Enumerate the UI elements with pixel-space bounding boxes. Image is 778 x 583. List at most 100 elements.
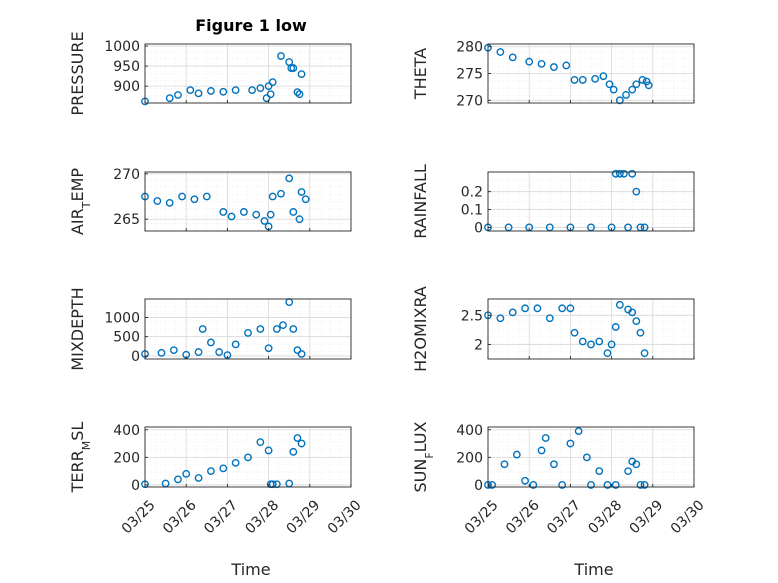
data-point	[537, 59, 546, 68]
data-point	[638, 76, 647, 84]
data-point	[508, 308, 517, 317]
data-point	[591, 74, 600, 83]
data-point	[169, 346, 178, 355]
data-point	[260, 217, 269, 225]
data-point	[202, 192, 211, 201]
y-axis-label: TERRMSL	[68, 422, 93, 494]
data-point	[165, 94, 174, 103]
x-tick-label: 03/29	[284, 497, 324, 537]
data-point	[632, 187, 641, 196]
x-axis-label-left: Time	[230, 560, 270, 579]
data-point	[587, 481, 595, 489]
y-axis-label: SUNFLUX	[411, 421, 436, 492]
data-point	[644, 81, 653, 90]
data-point	[574, 427, 583, 436]
y-tick-label: 0	[474, 220, 483, 236]
data-point	[609, 85, 618, 94]
data-point	[295, 90, 304, 99]
data-point	[595, 467, 604, 476]
y-tick-label: 0	[474, 478, 483, 494]
data-point	[566, 304, 575, 313]
data-point	[496, 314, 505, 323]
data-point	[293, 434, 302, 442]
data-point	[636, 328, 645, 337]
data-point	[297, 70, 306, 79]
data-point	[297, 439, 306, 448]
data-point	[256, 438, 265, 447]
subplot-air-temp: 265 270 AIRTEMP	[68, 167, 352, 235]
data-point	[219, 208, 228, 216]
y-axis-label: AIRTEMP	[68, 168, 93, 235]
data-point	[215, 348, 224, 356]
data-point	[537, 446, 546, 455]
subplot-h2omixra: 2 2.5 H2OMIXRA	[411, 286, 695, 372]
data-point	[570, 328, 579, 337]
data-point	[605, 80, 614, 89]
data-point	[231, 86, 240, 95]
data-point	[198, 325, 207, 333]
data-point	[285, 174, 294, 183]
data-point	[186, 86, 195, 95]
data-point	[533, 304, 542, 313]
y-tick-label: 1000	[104, 39, 140, 55]
x-tick-label: 03/26	[160, 497, 200, 537]
data-point	[521, 304, 529, 313]
data-point	[640, 349, 649, 358]
x-tick-label: 03/28	[585, 497, 625, 537]
y-tick-label: 265	[113, 212, 140, 228]
data-point	[207, 338, 215, 347]
data-point	[632, 317, 641, 326]
x-tick-label: 03/30	[325, 497, 365, 537]
data-point	[603, 481, 612, 489]
data-point	[289, 447, 298, 456]
data-point	[632, 80, 641, 89]
y-tick-label: 200	[113, 450, 140, 466]
axes-box	[487, 171, 695, 232]
axes-box	[144, 171, 352, 232]
data-point	[277, 52, 285, 60]
data-point	[587, 340, 595, 349]
data-point	[545, 314, 554, 323]
y-axis-label: THETA	[411, 48, 430, 100]
data-point	[248, 86, 257, 95]
data-point	[207, 467, 215, 476]
data-point	[279, 321, 287, 330]
x-tick-label: 03/26	[503, 497, 543, 537]
data-point	[266, 90, 275, 99]
y-axis-label: MIXDEPTH	[68, 287, 87, 370]
data-point	[301, 195, 310, 204]
data-point	[157, 348, 166, 357]
data-point	[289, 208, 298, 216]
data-point	[620, 169, 628, 178]
y-tick-label: 270	[456, 93, 483, 109]
data-point	[252, 210, 261, 219]
data-point	[632, 460, 641, 469]
data-point	[277, 189, 285, 198]
data-point	[174, 91, 182, 99]
data-point	[550, 63, 558, 71]
data-point	[525, 57, 534, 66]
data-point	[628, 169, 637, 178]
y-tick-label: 0	[131, 349, 140, 365]
data-point	[615, 96, 624, 105]
data-point	[178, 192, 186, 201]
data-point	[562, 61, 571, 70]
data-point	[231, 458, 240, 467]
y-tick-label: 275	[456, 67, 483, 83]
subplot-theta: 270 275 280 THETA	[411, 40, 695, 109]
y-tick-label: 2	[474, 337, 483, 353]
x-axis-label-right: Time	[573, 560, 613, 579]
data-point	[174, 475, 182, 484]
data-point	[640, 481, 649, 489]
y-tick-label: 0	[131, 478, 140, 494]
x-tick-label: 03/28	[242, 497, 282, 537]
x-tick-label: 03/29	[627, 497, 667, 537]
data-point	[153, 197, 162, 205]
y-tick-label: 400	[456, 423, 483, 439]
data-point	[293, 346, 302, 355]
data-point	[268, 192, 277, 201]
y-tick-label: 400	[113, 423, 140, 439]
data-point	[558, 481, 567, 489]
data-point	[628, 85, 637, 94]
data-point	[558, 304, 567, 313]
